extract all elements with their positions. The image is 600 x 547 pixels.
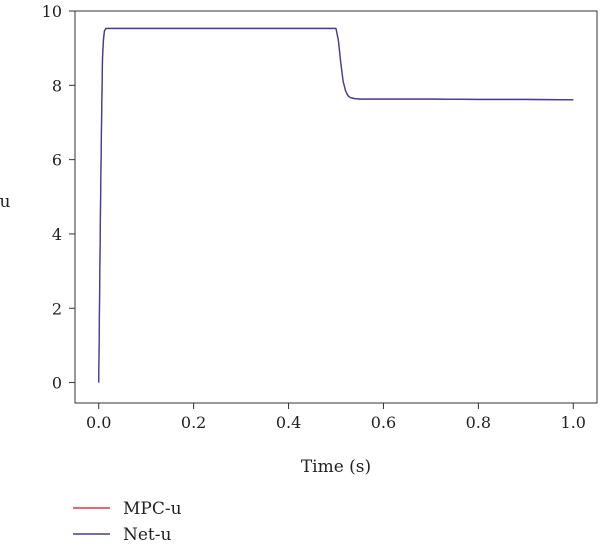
x-tick-label: 0.2 — [181, 413, 206, 432]
series-lines — [98, 27, 574, 383]
x-axis: 0.0 0.2 0.4 0.6 0.8 1.0 — [86, 403, 586, 432]
y-axis-label: u — [0, 192, 11, 212]
y-tick-label: 0 — [52, 374, 62, 393]
series-line-2 — [98, 27, 574, 383]
plot-area-frame — [74, 10, 598, 404]
x-tick-label: 0.6 — [371, 413, 396, 432]
x-tick-label: 0.4 — [276, 413, 301, 432]
legend-label-2: Net-u — [123, 525, 172, 545]
y-tick-label: 8 — [52, 76, 62, 95]
y-tick-label: 10 — [42, 2, 62, 21]
y-tick-label: 2 — [52, 299, 62, 318]
x-tick-label: 0.8 — [466, 413, 491, 432]
legend-label-1: MPC-u — [123, 499, 182, 519]
y-tick-label: 6 — [52, 151, 62, 170]
x-tick-label: 1.0 — [561, 413, 586, 432]
legend: MPC-u Net-u — [73, 499, 182, 545]
x-tick-label: 0.0 — [86, 413, 111, 432]
y-tick-label: 4 — [52, 225, 62, 244]
y-axis: 0 2 4 6 8 10 — [42, 2, 75, 393]
series-line-1 — [98, 27, 574, 383]
x-axis-label: Time (s) — [301, 457, 371, 477]
